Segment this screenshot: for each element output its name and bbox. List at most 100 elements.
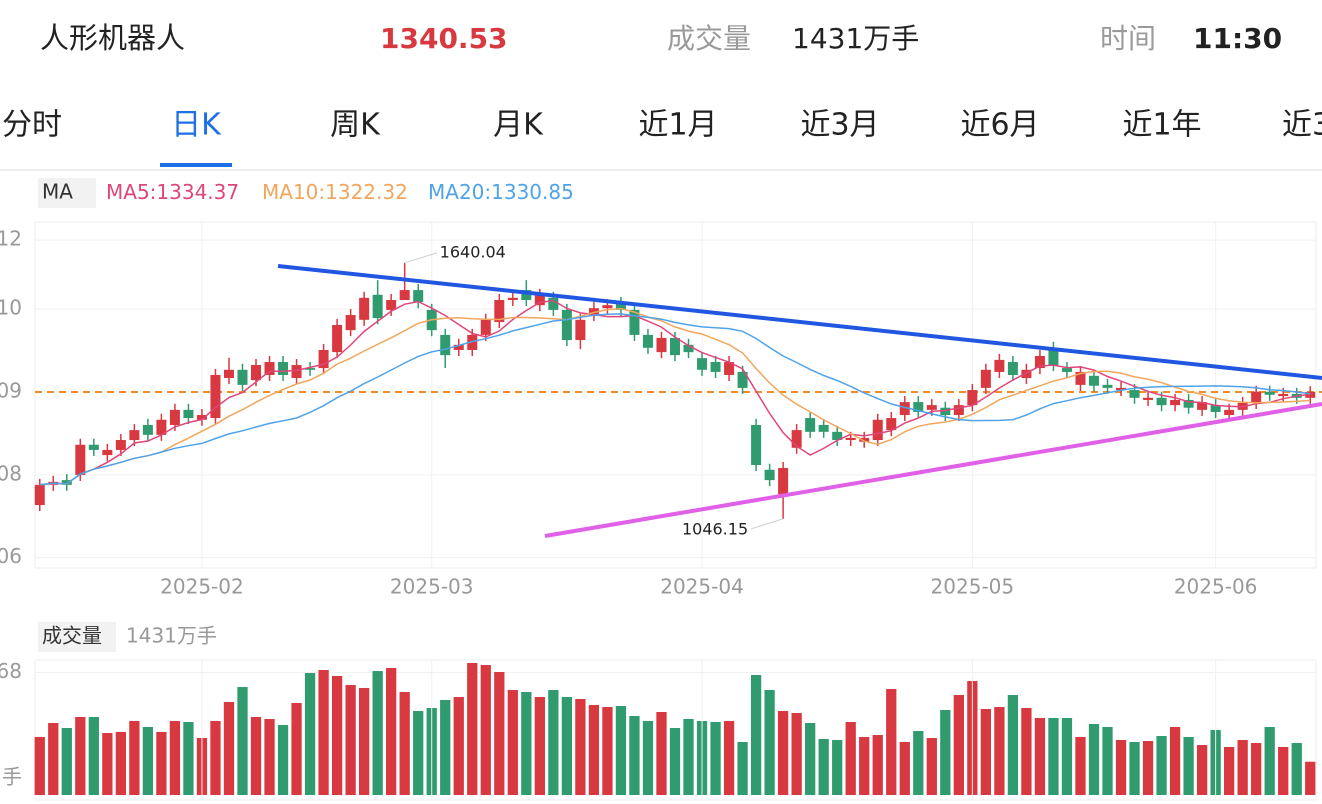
- candle-body: [805, 418, 816, 432]
- indicator: MA: [42, 180, 73, 204]
- candle-body: [129, 430, 140, 441]
- ma-legend: MA5:1334.37: [106, 180, 239, 204]
- candle-body: [1102, 384, 1113, 388]
- volume-bar: [886, 689, 897, 795]
- volume-bar: [521, 692, 532, 795]
- candle-body: [886, 418, 897, 431]
- volume-bar: [1129, 742, 1140, 795]
- candle-body: [399, 290, 410, 300]
- candle-body: [88, 444, 99, 450]
- volume-bar: [791, 713, 802, 795]
- tab[interactable]: 日K: [171, 108, 222, 143]
- candle-body: [115, 440, 126, 450]
- volume-bar: [48, 723, 59, 795]
- candle-body: [845, 437, 856, 441]
- volume-bar: [1048, 718, 1059, 795]
- volume-bar: [1264, 727, 1275, 795]
- tab-bar: 分时 日K 周K 月K 近1月 近3月 近6月 近1年 近3年: [2, 108, 1322, 167]
- candle-body: [1034, 356, 1045, 369]
- candle-body: [1061, 368, 1072, 372]
- candle-body: [548, 297, 559, 310]
- volume-bar: [656, 712, 667, 795]
- time: 11:30: [1193, 22, 1282, 55]
- candle-body: [291, 365, 302, 378]
- candle-body: [264, 362, 275, 375]
- candle-body: [183, 409, 194, 419]
- tab[interactable]: 近1年: [1122, 108, 1201, 143]
- volume-bar: [1251, 743, 1262, 795]
- volume-bar: [764, 690, 775, 795]
- tab[interactable]: 近3年: [1282, 108, 1322, 143]
- volume-bar: [561, 697, 573, 795]
- x-tick-label: 2025-02: [160, 575, 244, 599]
- candle-body: [237, 369, 248, 385]
- volume-bar: [264, 719, 275, 795]
- annotation-leader: [404, 252, 437, 264]
- volume-bar: [629, 716, 640, 795]
- volume-bar: [1061, 718, 1073, 795]
- candle-body: [1224, 409, 1235, 416]
- candle-body: [1278, 393, 1289, 397]
- candle-body: [372, 294, 383, 319]
- volume-bar: [480, 665, 491, 795]
- volume-bar: [832, 740, 843, 795]
- candle-body: [1007, 362, 1018, 375]
- candle-body: [345, 315, 356, 331]
- volume-bar: [723, 721, 735, 795]
- candle-body: [1197, 402, 1208, 410]
- candle-body: [1088, 375, 1099, 386]
- volume-bar: [1102, 727, 1113, 795]
- volume-bar: [548, 690, 559, 795]
- candle-body: [359, 297, 370, 320]
- candle-body: [169, 409, 180, 425]
- tab[interactable]: 周K: [330, 108, 381, 143]
- candle-body: [156, 419, 167, 435]
- candle-body: [602, 305, 613, 309]
- volume-bar: [1196, 745, 1208, 795]
- volume-bar: [1224, 747, 1235, 795]
- volume-bar: [913, 731, 924, 795]
- candle-body: [1048, 347, 1059, 366]
- volume-bar: [386, 668, 397, 795]
- volume-bar: [399, 692, 410, 795]
- ma-legend: MA10:1322.32: [262, 180, 408, 204]
- candle-body: [223, 369, 234, 378]
- volume-bar: [359, 688, 370, 795]
- ma-value: 1322.32: [325, 180, 408, 204]
- volume-bar: [1305, 761, 1316, 795]
- y-tick-label: 68: [0, 659, 22, 683]
- candle-body: [494, 299, 505, 322]
- candle-body: [386, 299, 397, 310]
- candle-body: [710, 362, 721, 372]
- volume-bar: [1075, 737, 1086, 795]
- trend-line-upper: [277, 264, 1322, 380]
- candle-body: [818, 424, 829, 432]
- volume-bar: [1115, 740, 1127, 795]
- volume-bar: [129, 721, 140, 795]
- tab[interactable]: 分时: [2, 108, 62, 143]
- tab[interactable]: 近3月: [800, 108, 879, 143]
- volume-bar: [291, 703, 302, 795]
- candle-body: [751, 424, 762, 466]
- volume-title-box: [38, 622, 116, 652]
- candle-body: [669, 337, 681, 356]
- annotation-leader: [750, 518, 784, 530]
- ma-line: [39, 313, 1311, 486]
- tab[interactable]: 月K: [493, 108, 544, 143]
- candle-body: [683, 344, 694, 353]
- volume-bar: [899, 742, 910, 795]
- candle-body: [1143, 397, 1154, 400]
- candle-body: [724, 362, 735, 375]
- tab[interactable]: 近6月: [960, 108, 1039, 143]
- volume-bar: [1088, 724, 1100, 795]
- volume-bar: [345, 685, 356, 795]
- ma-value: 1334.37: [156, 180, 239, 204]
- candle-body: [1129, 390, 1140, 398]
- candle-body: [994, 359, 1005, 372]
- candle-body: [1210, 405, 1221, 413]
- volume-bar: [494, 672, 505, 795]
- tab[interactable]: 近1月: [638, 108, 717, 143]
- x-tick-label: 2025-03: [390, 575, 474, 599]
- volume-unit: 手: [2, 765, 22, 789]
